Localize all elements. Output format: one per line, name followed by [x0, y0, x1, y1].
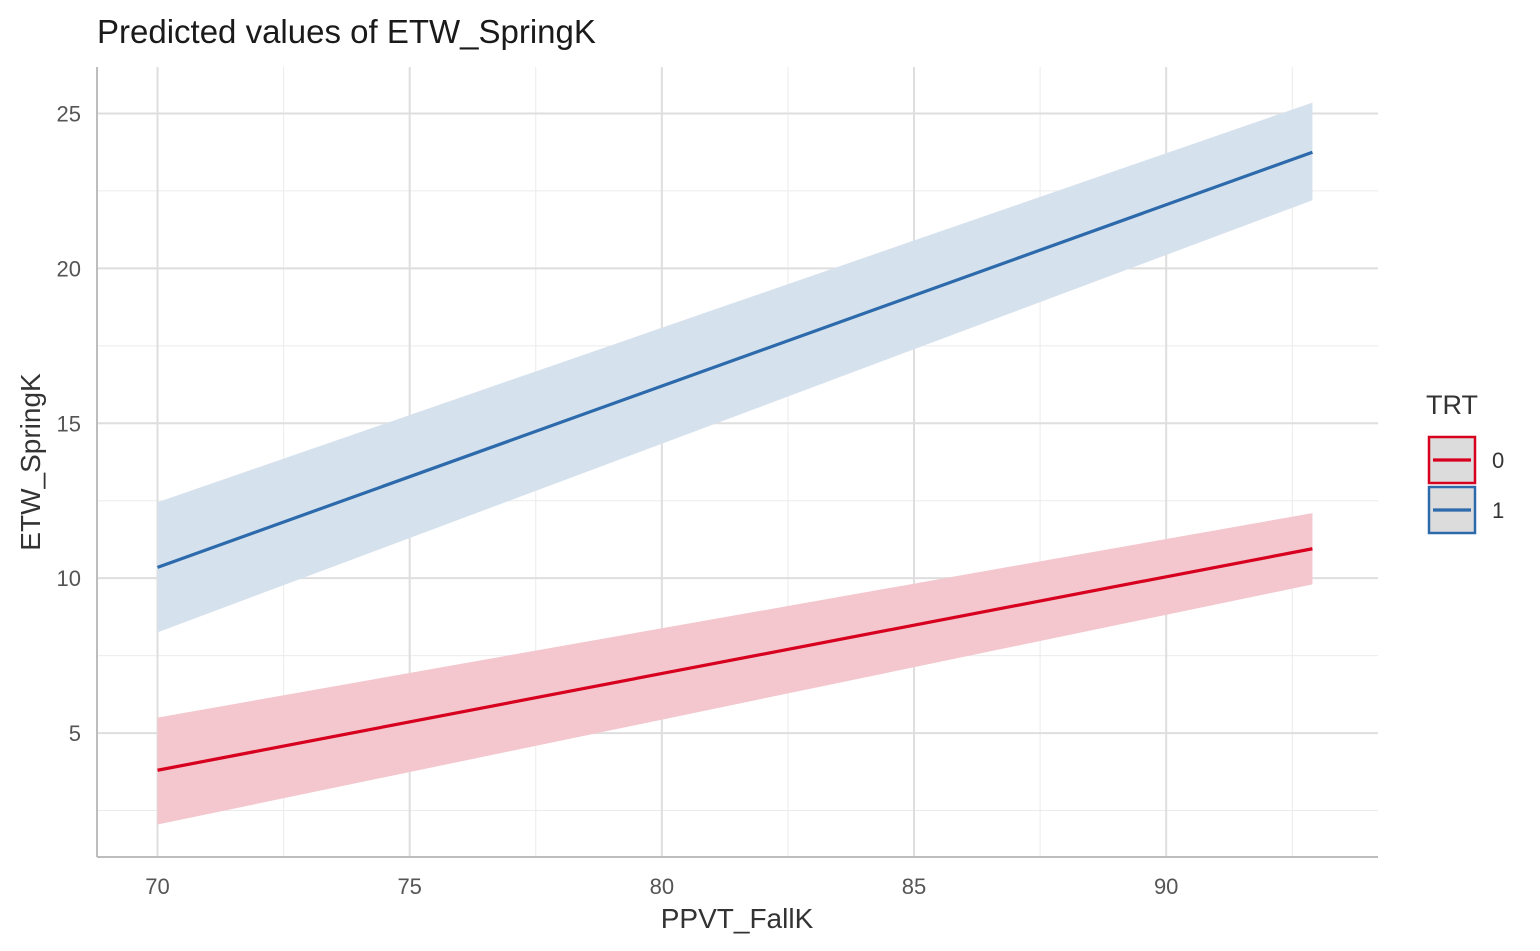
series-line-1: [156, 150, 1313, 569]
confidence-band-series-0: [157, 513, 1313, 825]
y-tick-label: 15: [57, 411, 81, 436]
x-tick-label: 70: [145, 874, 169, 899]
x-tick-label: 85: [902, 874, 926, 899]
axes: [96, 67, 1378, 858]
confidence-band-series-1: [157, 102, 1313, 633]
grid-lines: [97, 67, 1378, 857]
y-axis-title: ETW_SpringK: [15, 373, 46, 551]
x-tick-label: 80: [650, 874, 674, 899]
x-tick-label: 75: [397, 874, 421, 899]
legend-title: TRT: [1426, 390, 1478, 420]
x-tick-label: 90: [1154, 874, 1178, 899]
x-axis-title: PPVT_FallK: [661, 903, 814, 934]
y-tick-label: 10: [57, 566, 81, 591]
chart-title: Predicted values of ETW_SpringK: [97, 13, 596, 50]
y-tick-label: 20: [57, 256, 81, 281]
series-lines: [156, 150, 1313, 772]
confidence-bands: [157, 102, 1313, 825]
y-tick-label: 5: [69, 721, 81, 746]
tick-labels: 70 75 80 85 90 5 10 15 20 25: [57, 101, 1179, 899]
legend-label-0: 0: [1492, 448, 1504, 473]
series-line-0: [157, 547, 1313, 772]
legend: TRT 0 1: [1426, 390, 1504, 535]
legend-label-1: 1: [1492, 498, 1504, 523]
y-tick-label: 25: [57, 101, 81, 126]
